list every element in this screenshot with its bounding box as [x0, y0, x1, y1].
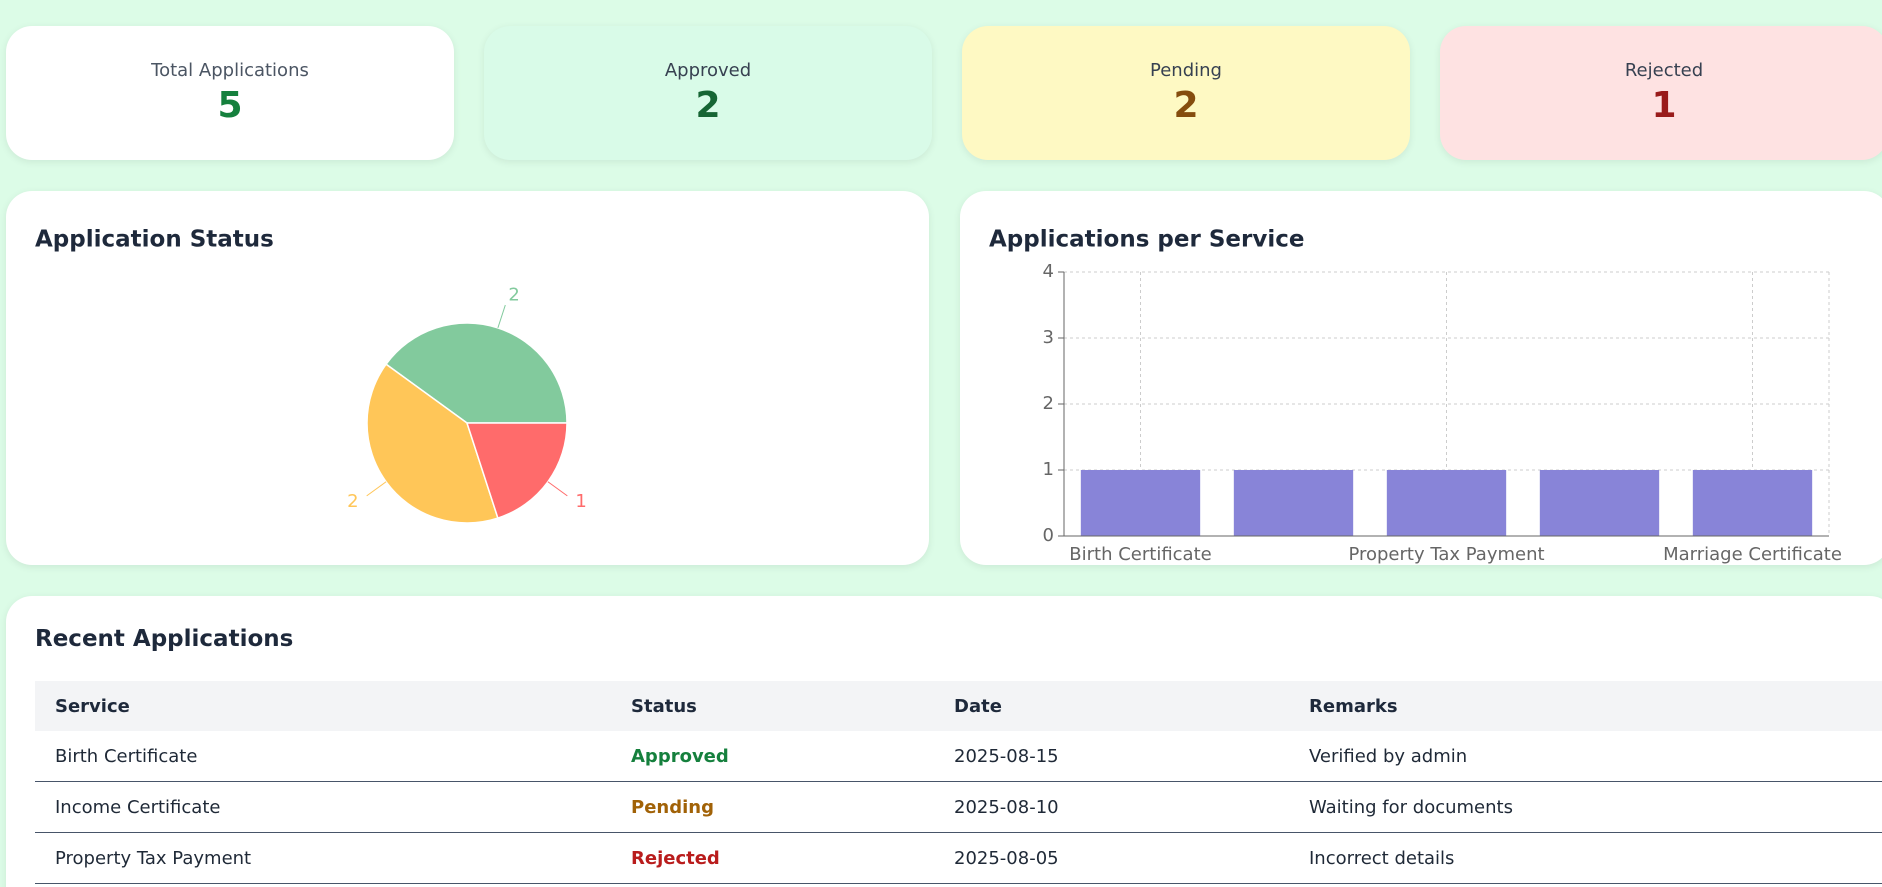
label-line — [497, 304, 506, 329]
y-tick-label: 4 — [1043, 261, 1054, 282]
chart: Applications per Service 0 1 2 3 4 Birth Certi… — [989, 227, 1842, 566]
label-line — [547, 481, 568, 497]
stat-value: 2 — [1173, 85, 1199, 126]
table-cell: Waiting for documents — [1289, 781, 1882, 833]
stat-card: Approved 2 — [484, 26, 932, 160]
table-title: Recent Applications — [35, 626, 294, 652]
y-tick-label: 3 — [1043, 327, 1054, 348]
table-cell: 2025-08-10 — [934, 781, 1289, 833]
label-line — [366, 481, 387, 497]
table-row: Income Certificate Pending 2025-08-10 Waiti… — [35, 781, 1882, 833]
stat-value: 1 — [1651, 85, 1677, 126]
chart: Application Status 2 2 1 — [35, 227, 587, 524]
x-tick-label: Property Tax Payment — [1348, 544, 1544, 565]
bar — [1539, 470, 1660, 536]
bar — [1233, 470, 1354, 536]
bar — [1386, 470, 1507, 536]
stat-value: 2 — [695, 85, 721, 126]
bar — [1692, 470, 1813, 536]
pie-slice — [385, 322, 568, 424]
chart-card: Application Status 2 2 1 — [6, 191, 929, 565]
stat-card: Total Applications 5 — [6, 26, 454, 160]
column-header: Remarks — [1289, 681, 1882, 731]
table-cell: Rejected — [611, 832, 934, 884]
stat-card: Pending 2 — [962, 26, 1410, 160]
bar — [1080, 470, 1201, 536]
table-card: Recent Applications Service Status Date … — [6, 596, 1882, 887]
column-header: Status — [611, 681, 934, 731]
column-header: Date — [934, 681, 1289, 731]
column-header: Service — [35, 681, 611, 731]
table-cell: Approved — [611, 731, 934, 782]
stat-label: Pending — [1150, 60, 1222, 81]
chart-title: Application Status — [35, 227, 274, 253]
y-tick-label: 0 — [1043, 525, 1054, 546]
table-cell: 2025-08-15 — [934, 731, 1289, 782]
table-cell: Income Certificate — [35, 781, 611, 833]
stat-card: Rejected 1 — [1440, 26, 1882, 160]
stat-label: Total Applications — [151, 60, 309, 81]
x-tick-label: Marriage Certificate — [1663, 544, 1842, 565]
table-cell: Property Tax Payment — [35, 832, 611, 884]
stat-label: Approved — [664, 60, 752, 81]
table-cell: Pending — [611, 781, 934, 833]
chart-card: Applications per Service 0 1 2 3 4 Birth Certi… — [960, 191, 1882, 565]
table-cell: 2025-08-05 — [934, 832, 1289, 884]
stat-label: Rejected — [1624, 60, 1704, 81]
pie-slice — [366, 363, 499, 524]
y-tick-label: 1 — [1043, 459, 1054, 480]
table-cell: Verified by admin — [1289, 731, 1882, 782]
table-cell: Incorrect details — [1289, 832, 1882, 884]
data-label: 1 — [575, 491, 586, 512]
chart-title: Applications per Service — [989, 227, 1304, 253]
table-row: Birth Certificate Approved 2025-08-15 Verif… — [35, 731, 1882, 782]
table-cell: Birth Certificate — [35, 731, 611, 782]
x-tick-label: Birth Certificate — [1069, 544, 1211, 565]
header-row: Service Status Date Remarks — [35, 681, 1882, 731]
stat-value: 5 — [217, 85, 243, 126]
data-label: 2 — [347, 491, 358, 512]
data-label: 2 — [508, 285, 519, 306]
table: Service Status Date Remarks Birth Certif… — [35, 681, 1882, 884]
table-row: Property Tax Payment Rejected 2025-08-05 In… — [35, 832, 1882, 884]
y-tick-label: 2 — [1043, 393, 1054, 414]
